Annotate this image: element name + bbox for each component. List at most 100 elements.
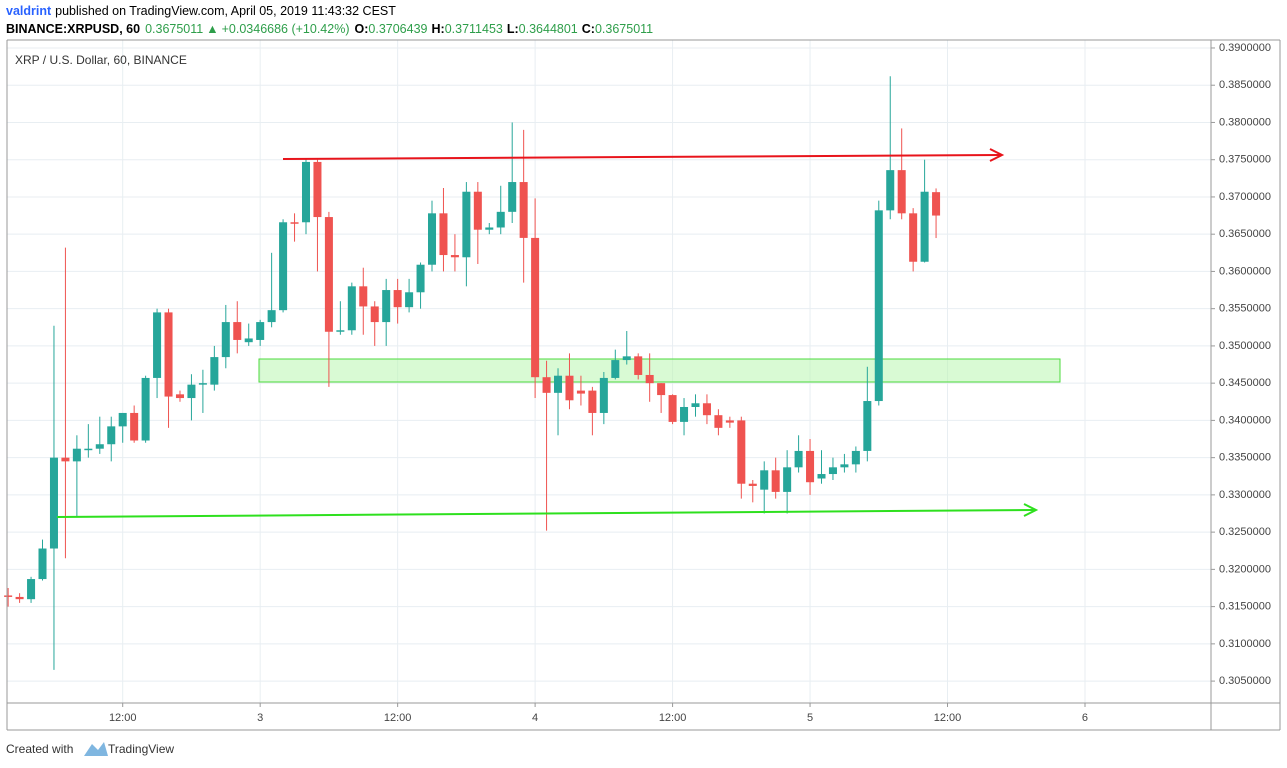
body: [49, 457, 58, 549]
y-tick-label: 0.3500000: [1219, 340, 1271, 352]
body: [439, 213, 448, 256]
body: [645, 374, 654, 384]
body: [909, 213, 918, 262]
body: [164, 312, 173, 397]
body: [118, 412, 127, 427]
body: [840, 464, 849, 468]
close-value: 0.3675011: [595, 22, 653, 36]
body: [611, 360, 620, 378]
body: [233, 322, 242, 340]
y-tick-label: 0.3400000: [1219, 414, 1271, 426]
brand[interactable]: TradingView: [108, 742, 174, 756]
y-tick-label: 0.3050000: [1219, 675, 1271, 687]
body: [4, 595, 13, 597]
y-tick-label: 0.3150000: [1219, 601, 1271, 613]
body: [187, 384, 196, 399]
body: [221, 322, 230, 358]
body: [256, 322, 265, 340]
open-label: O:: [355, 22, 369, 36]
y-tick-label: 0.3100000: [1219, 638, 1271, 650]
symbol: BINANCE:XRPUSD, 60: [6, 22, 140, 36]
x-tick-label: 6: [1082, 712, 1088, 724]
body: [920, 191, 929, 262]
logo: [84, 742, 108, 756]
body: [279, 222, 288, 311]
body: [794, 450, 803, 468]
low-label: L:: [507, 22, 519, 36]
body: [370, 306, 379, 323]
body: [290, 222, 299, 224]
body: [27, 579, 36, 600]
support-line: [56, 509, 1035, 518]
arrow-head: [989, 148, 1005, 162]
body: [405, 292, 414, 308]
body: [622, 356, 631, 361]
body: [473, 191, 482, 230]
last-price: 0.3675011: [145, 22, 203, 36]
x-tick-label: 12:00: [109, 712, 137, 724]
body: [416, 264, 425, 293]
body: [496, 211, 505, 228]
body: [462, 191, 471, 258]
body: [519, 182, 528, 238]
body: [324, 217, 333, 332]
body: [336, 330, 345, 332]
change: +0.0346686 (+10.42%): [222, 22, 350, 36]
body: [95, 444, 104, 449]
author: valdrint: [6, 4, 52, 18]
body: [450, 255, 459, 258]
body: [107, 426, 116, 445]
body: [691, 403, 700, 407]
y-tick-label: 0.3650000: [1219, 228, 1271, 240]
chart-title: XRP / U.S. Dollar, 60, BINANCE: [15, 53, 187, 67]
y-tick-label: 0.3600000: [1219, 265, 1271, 277]
body: [15, 596, 24, 600]
created-with: Created with: [6, 742, 73, 756]
body: [817, 474, 826, 479]
y-tick-label: 0.3450000: [1219, 377, 1271, 389]
x-tick-label: 12:00: [659, 712, 687, 724]
body: [84, 448, 93, 451]
body: [599, 377, 608, 413]
body: [748, 483, 757, 486]
body: [210, 357, 219, 385]
close-label: C:: [582, 22, 595, 36]
arrow-head: [1023, 503, 1039, 517]
y-tick-label: 0.3200000: [1219, 563, 1271, 575]
body: [301, 161, 311, 223]
body: [714, 415, 723, 428]
body: [313, 161, 322, 218]
body: [347, 286, 356, 331]
y-tick-label: 0.3350000: [1219, 452, 1271, 464]
body: [725, 420, 734, 423]
body: [668, 395, 677, 422]
y-tick-label: 0.3300000: [1219, 489, 1271, 501]
body: [554, 375, 563, 393]
y-tick-label: 0.3800000: [1219, 116, 1271, 128]
body: [198, 383, 207, 385]
body: [61, 457, 70, 462]
high-value: 0.3711453: [445, 22, 503, 36]
published: published on TradingView.com, April 05, …: [55, 4, 396, 18]
up-icon: ▲: [206, 22, 218, 36]
candles: [4, 76, 941, 670]
body: [851, 450, 860, 465]
x-tick-label: 12:00: [384, 712, 412, 724]
y-tick-label: 0.3550000: [1219, 303, 1271, 315]
body: [806, 450, 815, 483]
body: [485, 227, 494, 230]
body: [783, 467, 792, 492]
body: [382, 290, 391, 323]
body: [531, 237, 540, 378]
body: [175, 394, 184, 399]
body: [393, 290, 402, 308]
body: [576, 390, 585, 394]
symbol-line: BINANCE:XRPUSD, 60 0.3675011 ▲ +0.0346686 (…: [6, 22, 653, 36]
body: [508, 182, 517, 212]
body: [359, 286, 368, 307]
y-tick-label: 0.3850000: [1219, 79, 1271, 91]
body: [72, 448, 81, 462]
body: [874, 210, 883, 402]
